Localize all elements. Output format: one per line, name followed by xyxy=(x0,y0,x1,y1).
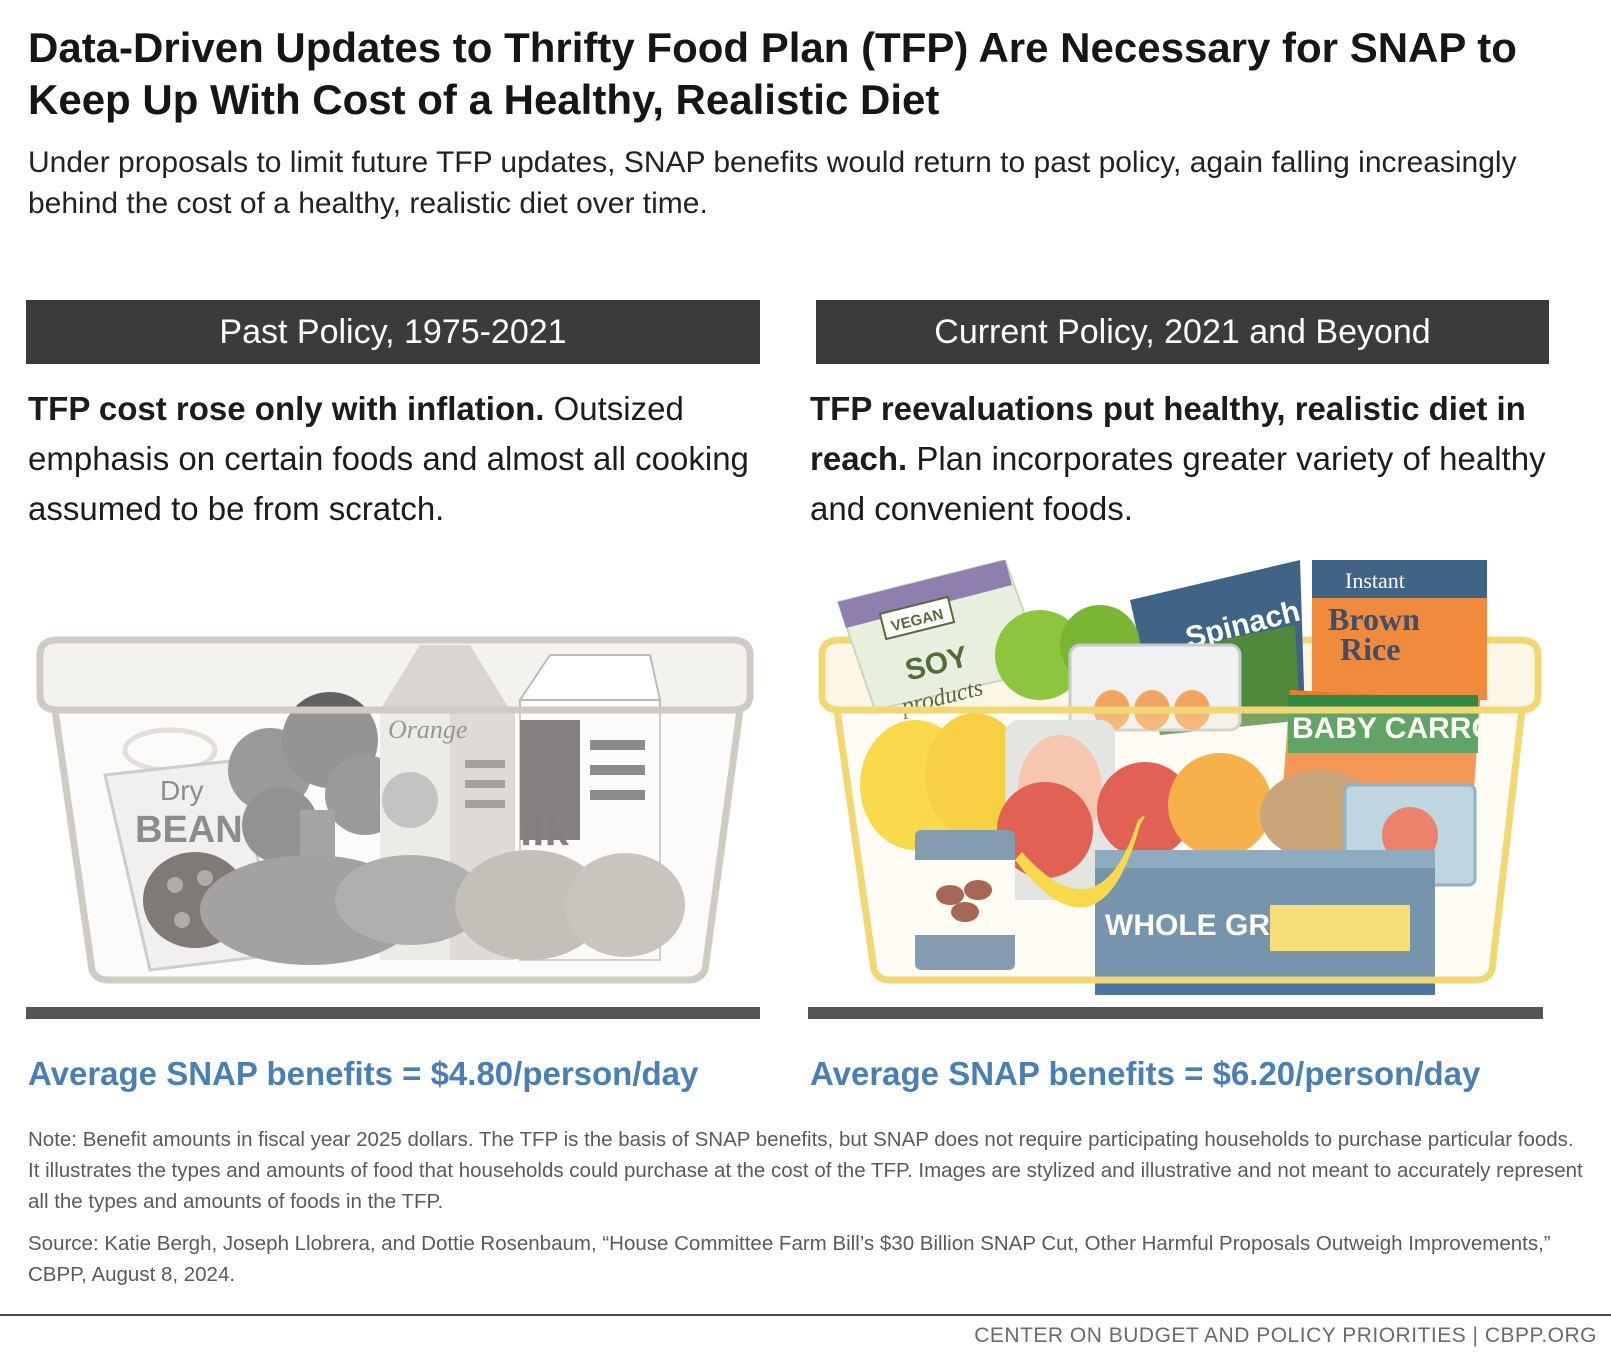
banana xyxy=(1015,816,1145,908)
potato xyxy=(565,853,685,957)
dry-label: Dry xyxy=(160,775,204,806)
past-policy-description: TFP cost rose only with inflation. Outsi… xyxy=(28,384,758,534)
past-policy-benefit: Average SNAP benefits = $4.80/person/day xyxy=(28,1055,699,1092)
orange-fruit xyxy=(1168,753,1272,857)
past-policy-description-text: Outsized emphasis on certain foods and a… xyxy=(28,390,749,527)
current-policy-description-bold: TFP reevaluations put healthy, realistic… xyxy=(810,390,1526,477)
whole-grain-box: WHOLE GRAIN xyxy=(1095,850,1435,995)
basket-body xyxy=(50,706,745,984)
current-policy-description-text: Plan incorporates greater variety of hea… xyxy=(810,440,1546,527)
current-policy-basket-illustration: VEGAN SOY products Spinach Instant Brown… xyxy=(818,560,1542,995)
baby-carrots-label: BABY CARROTS xyxy=(1292,712,1533,745)
milk-label: ilk xyxy=(520,806,569,855)
past-policy-basket-illustration: Dry BEANS Orange ilk xyxy=(36,636,754,984)
page-title: Data-Driven Updates to Thrifty Food Plan… xyxy=(28,24,1517,123)
orange-label: Orange xyxy=(388,715,467,744)
past-policy-header: Past Policy, 1975-2021 xyxy=(26,300,760,364)
past-policy-shelf xyxy=(26,1007,760,1019)
current-policy-shelf xyxy=(808,1007,1543,1019)
yellow-pepper xyxy=(925,713,1025,837)
tomato xyxy=(1097,762,1193,858)
potato xyxy=(335,855,485,945)
instant-label: Instant xyxy=(1345,568,1405,593)
basket-body xyxy=(832,706,1526,984)
current-policy-description: TFP reevaluations put healthy, realistic… xyxy=(810,384,1580,534)
beans-can xyxy=(915,830,1015,970)
footer-divider xyxy=(0,1314,1611,1316)
brown-rice-box: Instant Brown Rice xyxy=(1312,560,1487,700)
current-policy-benefit: Average SNAP benefits = $6.20/person/day xyxy=(810,1055,1481,1092)
potato xyxy=(455,850,605,960)
brown-label: Brown xyxy=(1328,601,1420,637)
current-policy-header: Current Policy, 2021 and Beyond xyxy=(816,300,1549,364)
source-text: Source: Katie Bergh, Joseph Llobrera, an… xyxy=(28,1232,1551,1286)
rice-label: Rice xyxy=(1340,631,1400,667)
footer-credit: CENTER ON BUDGET AND POLICY PRIORITIES |… xyxy=(974,1324,1597,1347)
past-policy-description-bold: TFP cost rose only with inflation. xyxy=(28,390,545,427)
soy-products-box: VEGAN SOY products xyxy=(836,560,1047,721)
page-subtitle: Under proposals to limit future TFP upda… xyxy=(28,146,1517,220)
note-text: Note: Benefit amounts in fiscal year 202… xyxy=(28,1128,1583,1213)
